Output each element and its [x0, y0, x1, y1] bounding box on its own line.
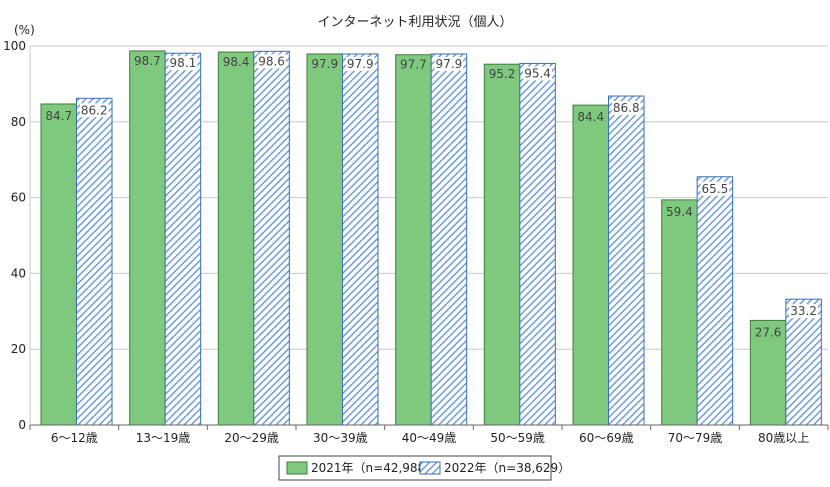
- data-label: 86.2: [81, 103, 108, 117]
- y-tick-label: 60: [11, 191, 26, 205]
- x-tick-label: 50～59歳: [490, 431, 545, 445]
- data-label: 95.2: [489, 67, 516, 81]
- data-label: 97.9: [311, 57, 338, 71]
- x-tick-label: 13～19歳: [136, 431, 191, 445]
- data-label: 33.2: [790, 304, 817, 318]
- bar-2021: [483, 63, 521, 426]
- legend-label-2021: 2021年（n=42,988）: [311, 461, 437, 475]
- data-label: 65.5: [702, 182, 729, 196]
- x-axis-ticks: 6～12歳 13～19歳 20～29歳 30～39歳 40～49歳 50～59歳 60～69…: [29, 46, 829, 445]
- bar-2022: [785, 298, 822, 426]
- data-label: 97.7: [400, 58, 427, 72]
- data-label: 84.4: [577, 110, 604, 124]
- x-tick-label: 80歳以上: [758, 431, 809, 445]
- data-label: 98.4: [223, 55, 250, 69]
- y-tick-label: 80: [11, 115, 26, 129]
- y-tick-label: 40: [11, 266, 26, 280]
- legend: 2021年（n=42,988） 2022年（n=38,629）: [278, 455, 570, 481]
- data-label: 27.6: [755, 325, 782, 339]
- data-label-background: [700, 181, 730, 196]
- bar-2021: [129, 50, 166, 426]
- data-label-background: [257, 54, 286, 69]
- data-label-background: [345, 56, 375, 71]
- bar-2021: [572, 104, 609, 426]
- bar-2021: [661, 199, 698, 426]
- chart-title: インターネット利用状況（個人）: [317, 15, 512, 30]
- data-label-background: [434, 56, 464, 71]
- y-tick-label: 100: [3, 39, 26, 53]
- bar-2022: [76, 97, 113, 426]
- bar-2022: [608, 95, 645, 426]
- bar-2022: [696, 176, 734, 426]
- bar-2021: [217, 51, 255, 426]
- bars: [40, 50, 822, 426]
- data-label-background: [789, 304, 818, 319]
- data-label-background: [79, 103, 109, 118]
- legend-swatch-2022: [419, 461, 441, 475]
- legend-swatch-2021: [286, 461, 308, 475]
- data-label-background: [523, 66, 552, 81]
- data-label: 98.7: [134, 54, 161, 68]
- data-label: 97.9: [436, 57, 463, 71]
- bar-2022: [430, 53, 468, 426]
- data-label-background: [611, 101, 641, 116]
- y-axis-unit-label: (%): [14, 23, 35, 37]
- data-label: 86.8: [613, 101, 640, 115]
- y-tick-label: 0: [18, 418, 26, 432]
- bar-2022: [519, 62, 556, 426]
- x-tick-label: 30～39歳: [313, 431, 368, 445]
- data-label: 98.6: [258, 54, 285, 68]
- bar-2021: [40, 103, 77, 426]
- data-label: 95.4: [524, 66, 551, 80]
- legend-box: [278, 455, 552, 481]
- bar-2022: [164, 52, 202, 426]
- data-labels: 84.7 98.7 98.4 97.9 97.7 95.2 84.4 59.4 27.6 86.2…: [45, 54, 818, 339]
- bar-2021: [395, 54, 432, 426]
- x-tick-label: 40～49歳: [402, 431, 457, 445]
- data-label: 59.4: [666, 205, 693, 219]
- data-label: 84.7: [45, 109, 72, 123]
- data-label: 97.9: [347, 57, 374, 71]
- bar-2022: [253, 50, 290, 426]
- bar-2022: [342, 53, 379, 426]
- y-axis-ticks: 0 20 40 60 80 100: [3, 39, 26, 432]
- x-tick-label: 6～12歳: [51, 431, 98, 445]
- legend-label-2022: 2022年（n=38,629）: [444, 461, 570, 475]
- data-label-background: [168, 56, 198, 71]
- x-tick-label: 20～29歳: [224, 431, 279, 445]
- bar-2021: [306, 53, 343, 426]
- data-label: 98.1: [170, 56, 197, 70]
- x-tick-label: 60～69歳: [579, 431, 634, 445]
- x-tick-label: 70～79歳: [668, 431, 723, 445]
- y-tick-label: 20: [11, 342, 26, 356]
